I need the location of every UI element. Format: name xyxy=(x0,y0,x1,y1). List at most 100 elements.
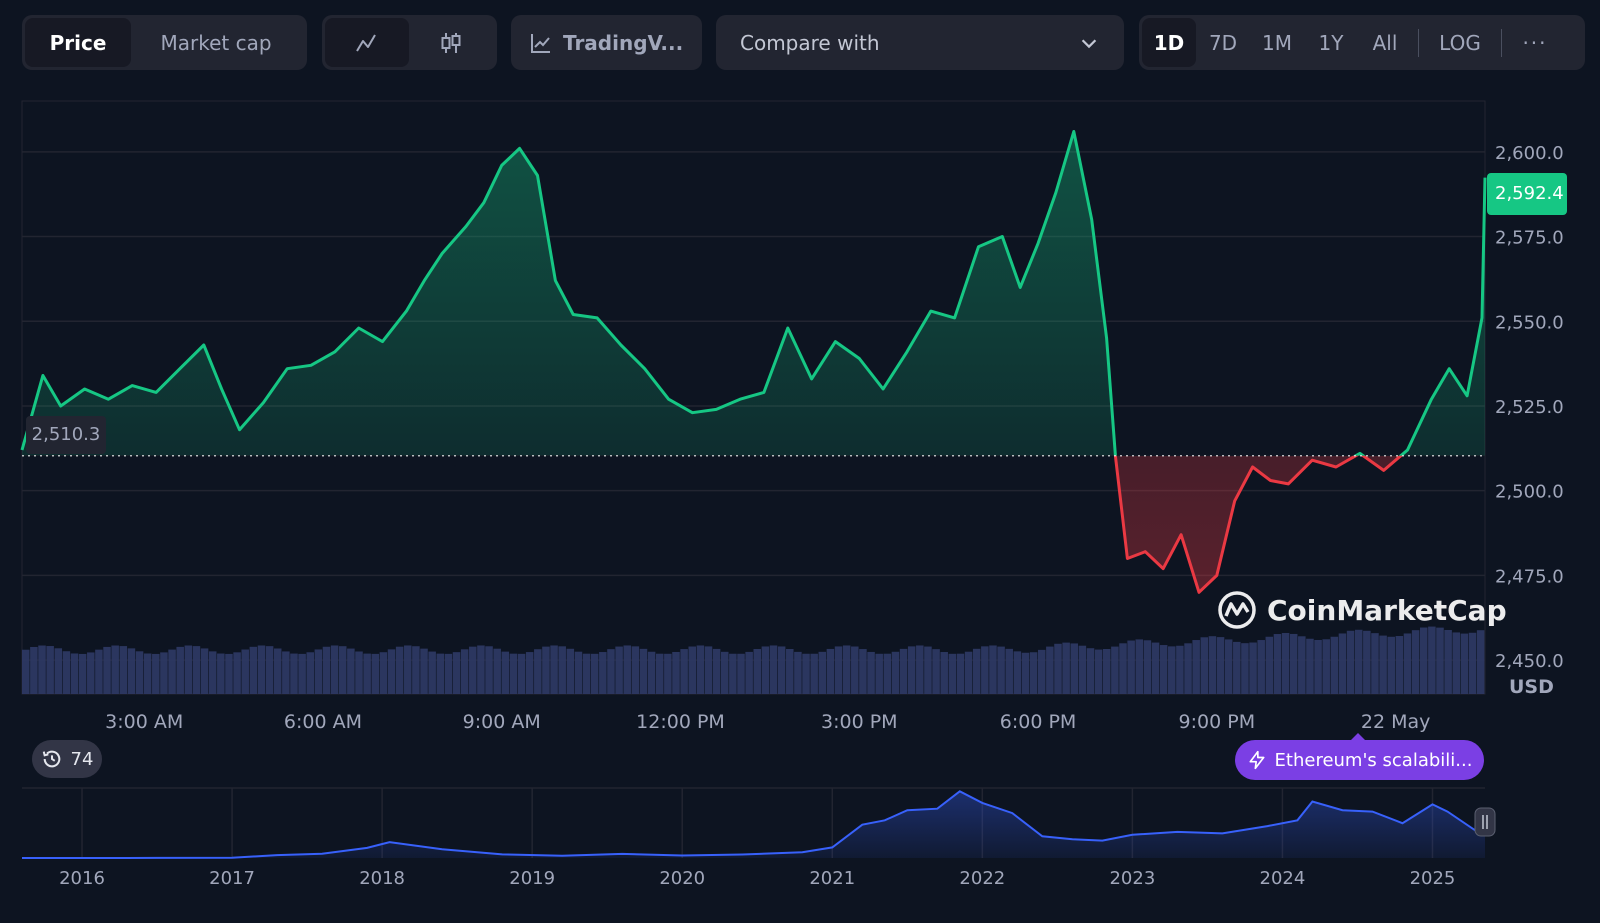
navigator-year-label: 2018 xyxy=(359,868,405,889)
navigator-year-label: 2025 xyxy=(1410,868,1456,889)
volume-bar xyxy=(834,646,843,694)
volume-bar xyxy=(737,653,745,694)
range-all[interactable]: All xyxy=(1372,30,1398,55)
volume-bar xyxy=(1005,648,1013,694)
volume-bar xyxy=(62,651,71,694)
volume-bar xyxy=(444,653,453,694)
volume-bar xyxy=(1330,636,1339,694)
volume-bar xyxy=(607,649,615,694)
history-button[interactable]: 74 xyxy=(32,740,102,778)
volume-bar xyxy=(981,646,989,694)
volume-bar xyxy=(265,646,274,694)
volume-bar xyxy=(338,646,347,694)
volume-bar xyxy=(566,648,575,694)
volume-bar xyxy=(1224,639,1233,694)
volume-bar xyxy=(152,653,160,694)
volume-bar xyxy=(1428,626,1436,694)
volume-bar xyxy=(1200,637,1209,694)
range-1d[interactable]: 1D xyxy=(1142,18,1196,67)
volume-bar xyxy=(794,651,802,694)
watermark-text: CoinMarketCap xyxy=(1267,593,1507,627)
volume-bar xyxy=(907,646,916,694)
navigator-year-label: 2020 xyxy=(659,868,705,889)
log-scale-button[interactable]: LOG xyxy=(1439,30,1481,55)
volume-bar xyxy=(1306,638,1314,694)
volume-bar xyxy=(818,651,827,694)
volume-bar xyxy=(330,645,339,694)
volume-bar xyxy=(273,648,282,694)
volume-bar xyxy=(1257,640,1265,694)
line-chart-button[interactable] xyxy=(325,18,409,67)
volume-bar xyxy=(1151,642,1160,694)
line-chart-icon xyxy=(356,33,376,52)
volume-bar xyxy=(696,645,705,694)
volume-bar xyxy=(672,651,680,694)
volume-bar xyxy=(956,653,965,694)
volume-bar xyxy=(103,646,111,694)
volume-bar xyxy=(842,645,851,694)
volume-bar xyxy=(704,646,713,694)
range-1y[interactable]: 1Y xyxy=(1318,30,1344,55)
volume-bar xyxy=(1354,629,1363,694)
volume-bar xyxy=(916,645,924,694)
volume-bar xyxy=(1371,633,1379,694)
volume-bar xyxy=(200,648,209,694)
tradingview-button[interactable]: TradingV... xyxy=(511,15,702,70)
volume-bar xyxy=(1029,652,1038,694)
volume-bar xyxy=(395,646,404,694)
volume-bar xyxy=(883,653,892,694)
navigator-handle[interactable] xyxy=(1474,807,1496,837)
x-tick-label: 6:00 AM xyxy=(284,711,362,733)
volume-bar xyxy=(509,653,518,694)
range-divider xyxy=(1501,28,1502,57)
volume-bar xyxy=(87,652,95,694)
y-tick-label: 2,450.0 xyxy=(1495,651,1564,672)
range-7d[interactable]: 7D xyxy=(1208,30,1238,55)
navigator-year-label: 2016 xyxy=(59,868,105,889)
volume-bar xyxy=(460,649,469,694)
volume-bar xyxy=(1289,633,1298,694)
volume-bar xyxy=(1444,630,1452,694)
volume-bar xyxy=(184,645,193,694)
range-divider xyxy=(1418,28,1419,57)
y-tick-label: 2,550.0 xyxy=(1495,312,1564,333)
compare-dropdown[interactable]: Compare with xyxy=(716,15,1124,70)
coinmarketcap-logo-icon xyxy=(1218,591,1256,629)
volume-bar xyxy=(501,651,510,694)
y-tick-label: 2,600.0 xyxy=(1495,143,1564,164)
volume-bar xyxy=(1322,639,1330,694)
volume-bar xyxy=(1176,645,1184,694)
candlestick-icon xyxy=(441,32,461,53)
volume-bar xyxy=(1281,632,1290,694)
volume-bar xyxy=(290,653,298,694)
volume-bar xyxy=(550,645,558,694)
volume-bar xyxy=(1249,642,1257,694)
range-1m[interactable]: 1M xyxy=(1262,30,1292,55)
volume-bar xyxy=(1070,643,1079,694)
volume-bar xyxy=(924,646,932,694)
y-tick-label: 2,475.0 xyxy=(1495,566,1564,587)
price-tab[interactable]: Price xyxy=(25,18,131,67)
volume-bar xyxy=(436,653,445,694)
volume-bar xyxy=(655,653,664,694)
y-tick-label: 2,500.0 xyxy=(1495,482,1564,503)
x-tick-label: 3:00 PM xyxy=(821,711,898,733)
volume-bar xyxy=(1363,630,1371,694)
volume-bar xyxy=(119,646,128,694)
volume-bar xyxy=(241,649,249,694)
news-event-badge[interactable]: Ethereum's scalabili... xyxy=(1235,733,1484,780)
volume-bar xyxy=(859,649,867,694)
volume-bar xyxy=(1460,633,1469,694)
volume-bar xyxy=(891,651,900,694)
volume-bar xyxy=(1168,646,1176,694)
volume-bar xyxy=(1159,645,1168,694)
navigator-year-label: 2024 xyxy=(1260,868,1306,889)
market-cap-tab[interactable]: Market cap xyxy=(160,30,272,55)
volume-bar xyxy=(777,646,786,694)
volume-bar xyxy=(851,646,859,694)
volume-bar xyxy=(867,651,875,694)
volume-bar xyxy=(46,646,54,694)
more-options-button[interactable]: ··· xyxy=(1522,30,1548,55)
candlestick-button[interactable] xyxy=(409,18,493,67)
